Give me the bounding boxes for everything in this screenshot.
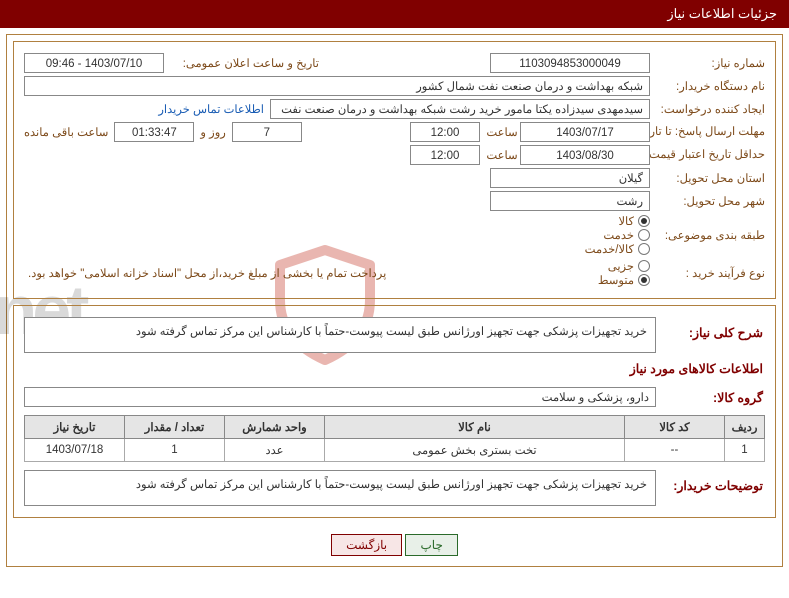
subject-option-label: خدمت: [599, 228, 634, 242]
radio-icon: [638, 215, 650, 227]
process-option[interactable]: جزیی: [594, 259, 650, 273]
validity-label: حداقل تاریخ اعتبار قیمت: تا تاریخ:: [650, 148, 765, 163]
desc-text: خرید تجهیزات پزشکی جهت تجهیز اورژانس طبق…: [24, 317, 656, 353]
process-type-label: نوع فرآیند خرید :: [650, 266, 765, 280]
goods-group-label: گروه کالا:: [658, 390, 763, 405]
items-header-cell: ردیف: [725, 416, 765, 439]
need-number-label: شماره نیاز:: [650, 56, 765, 70]
items-cell: تخت بستری بخش عمومی: [325, 439, 625, 462]
radio-icon: [638, 243, 650, 255]
page-title: جزئیات اطلاعات نیاز: [667, 6, 777, 21]
table-row: 1--تخت بستری بخش عمومیعدد11403/07/18: [25, 439, 765, 462]
time-label-2: ساعت: [480, 148, 520, 162]
days-and-label: روز و: [194, 125, 231, 139]
items-header-cell: واحد شمارش: [225, 416, 325, 439]
process-option-label: جزیی: [604, 259, 634, 273]
subject-option[interactable]: خدمت: [581, 228, 650, 242]
items-header-cell: تعداد / مقدار: [125, 416, 225, 439]
deadline-time: 12:00: [410, 122, 480, 142]
province-label: استان محل تحویل:: [650, 171, 765, 185]
announce-value: 1403/07/10 - 09:46: [24, 53, 164, 73]
process-option[interactable]: متوسط: [594, 273, 650, 287]
process-note: پرداخت تمام یا بخشی از مبلغ خرید،از محل …: [24, 266, 386, 280]
need-info-panel: شماره نیاز: 1103094853000049 تاریخ و ساع…: [13, 41, 776, 299]
city-label: شهر محل تحویل:: [650, 194, 765, 208]
panel-header: جزئیات اطلاعات نیاز: [0, 0, 789, 28]
items-cell: 1: [725, 439, 765, 462]
subject-option[interactable]: کالا: [581, 214, 650, 228]
items-header-cell: کد کالا: [625, 416, 725, 439]
desc-title-label: شرح کلی نیاز:: [658, 325, 763, 340]
desc-panel: شرح کلی نیاز: خرید تجهیزات پزشکی جهت تجه…: [13, 305, 776, 518]
subject-option-label: کالا: [614, 214, 634, 228]
creator-label: ایجاد کننده درخواست:: [650, 102, 765, 116]
city-value: رشت: [490, 191, 650, 211]
subject-option[interactable]: کالا/خدمت: [581, 242, 650, 256]
buyer-contact-link[interactable]: اطلاعات تماس خریدار: [158, 102, 264, 116]
radio-icon: [638, 260, 650, 272]
items-cell: 1403/07/18: [25, 439, 125, 462]
deadline-date: 1403/07/17: [520, 122, 650, 142]
buyer-label: نام دستگاه خریدار:: [650, 79, 765, 93]
process-option-label: متوسط: [594, 273, 634, 287]
items-header-cell: تاریخ نیاز: [25, 416, 125, 439]
items-table: ردیفکد کالانام کالاواحد شمارشتعداد / مقد…: [24, 415, 765, 462]
items-cell: --: [625, 439, 725, 462]
items-cell: عدد: [225, 439, 325, 462]
items-cell: 1: [125, 439, 225, 462]
goods-group-value: دارو، پزشکی و سلامت: [24, 387, 656, 407]
hours-remaining: 01:33:47: [114, 122, 194, 142]
remaining-label: ساعت باقی مانده: [24, 125, 108, 139]
announce-label: تاریخ و ساعت اعلان عمومی:: [164, 56, 319, 70]
need-number-value: 1103094853000049: [490, 53, 650, 73]
subject-option-label: کالا/خدمت: [581, 242, 634, 256]
subject-class-label: طبقه بندی موضوعی:: [650, 228, 765, 242]
creator-value: سیدمهدی سیدزاده یکتا مامور خرید رشت شبکه…: [270, 99, 650, 119]
buyer-notes-label: توضیحات خریدار:: [658, 478, 763, 493]
button-row: چاپ بازگشت: [7, 524, 782, 566]
goods-section-header: اطلاعات کالاهای مورد نیاز: [26, 361, 763, 376]
validity-time: 12:00: [410, 145, 480, 165]
days-remaining: 7: [232, 122, 302, 142]
back-button[interactable]: بازگشت: [331, 534, 402, 556]
buyer-value: شبکه بهداشت و درمان صنعت نفت شمال کشور: [24, 76, 650, 96]
province-value: گیلان: [490, 168, 650, 188]
validity-date: 1403/08/30: [520, 145, 650, 165]
radio-icon: [638, 274, 650, 286]
deadline-label: مهلت ارسال پاسخ: تا تاریخ:: [650, 125, 765, 140]
buyer-notes-text: خرید تجهیزات پزشکی جهت تجهیز اورژانس طبق…: [24, 470, 656, 506]
items-header-cell: نام کالا: [325, 416, 625, 439]
time-label-1: ساعت: [480, 125, 520, 139]
radio-icon: [638, 229, 650, 241]
outer-frame: شماره نیاز: 1103094853000049 تاریخ و ساع…: [6, 34, 783, 567]
print-button[interactable]: چاپ: [405, 534, 457, 556]
